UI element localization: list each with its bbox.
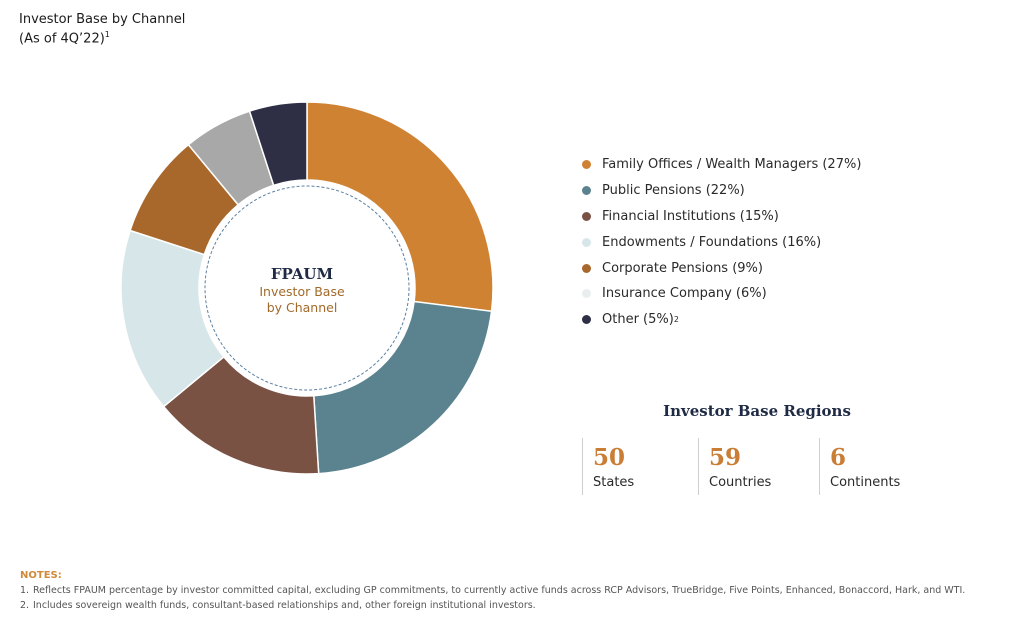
legend-item: Public Pensions (22%) bbox=[582, 178, 861, 204]
chart-subtitle-footnote: 1 bbox=[104, 30, 110, 39]
chart-subtitle: (As of 4Q’22)1 bbox=[19, 27, 185, 46]
stat-continents: 6 Continents bbox=[819, 438, 900, 495]
legend-swatch bbox=[582, 263, 591, 273]
donut-slices bbox=[120, 101, 494, 475]
legend-label: Financial Institutions (15%) bbox=[602, 208, 779, 224]
center-title: FPAUM bbox=[271, 265, 333, 283]
legend-swatch bbox=[582, 186, 591, 196]
stat-label: Continents bbox=[830, 475, 901, 490]
footnote-item: 1. Reflects FPAUM percentage by investor … bbox=[20, 585, 1015, 597]
legend-swatch bbox=[582, 289, 591, 299]
donut-slice bbox=[248, 101, 308, 187]
legend-swatch bbox=[582, 315, 591, 325]
stat-label: Countries bbox=[709, 475, 772, 490]
legend-swatch bbox=[582, 160, 591, 170]
legend-item: Other (5%) 2 bbox=[582, 307, 861, 333]
footnote-item: 2. Includes sovereign wealth funds, consu… bbox=[20, 600, 1015, 612]
donut-slice bbox=[306, 101, 494, 313]
stat-value: 50 bbox=[593, 444, 626, 471]
legend-item: Corporate Pensions (9%) bbox=[582, 255, 861, 281]
chart-subtitle-text: (As of 4Q’22) bbox=[19, 31, 105, 47]
footnotes: NOTES: 1. Reflects FPAUM percentage by in… bbox=[20, 570, 1015, 615]
legend-label: Family Offices / Wealth Managers (27%) bbox=[602, 157, 862, 173]
legend-swatch bbox=[582, 211, 591, 221]
footnote-number: 1. bbox=[20, 585, 30, 596]
legend-item: Endowments / Foundations (16%) bbox=[582, 229, 861, 255]
center-subtitle-line2: by Channel bbox=[267, 300, 338, 315]
legend-footnote: 2 bbox=[673, 315, 679, 325]
legend-label: Endowments / Foundations (16%) bbox=[602, 234, 822, 250]
stat-states: 50 States bbox=[582, 438, 634, 495]
chart-legend: Family Offices / Wealth Managers (27%) P… bbox=[582, 152, 861, 333]
stat-countries: 59 Countries bbox=[698, 438, 771, 495]
chart-title: Investor Base by Channel bbox=[19, 12, 186, 27]
legend-label: Public Pensions (22%) bbox=[602, 183, 745, 199]
regions-title: Investor Base Regions bbox=[663, 402, 851, 420]
footnote-number: 2. bbox=[20, 600, 30, 611]
center-ring bbox=[204, 185, 410, 391]
stat-value: 6 bbox=[830, 444, 847, 471]
chart-header: Investor Base by Channel (As of 4Q’22)1 bbox=[19, 12, 185, 46]
notes-title: NOTES: bbox=[20, 570, 62, 581]
legend-item: Insurance Company (6%) bbox=[582, 281, 861, 307]
stat-value: 59 bbox=[709, 444, 742, 471]
legend-label: Insurance Company (6%) bbox=[602, 286, 767, 302]
footnote-text: Reflects FPAUM percentage by investor co… bbox=[33, 585, 966, 596]
legend-item: Family Offices / Wealth Managers (27%) bbox=[582, 152, 861, 178]
stat-label: States bbox=[593, 475, 635, 490]
center-subtitle-line1: Investor Base bbox=[259, 284, 345, 299]
legend-item: Financial Institutions (15%) bbox=[582, 204, 861, 230]
legend-label: Corporate Pensions (9%) bbox=[602, 260, 763, 276]
legend-label: Other (5%) bbox=[602, 312, 674, 328]
footnote-text: Includes sovereign wealth funds, consult… bbox=[33, 600, 536, 611]
donut-chart: FPAUM Investor Base by Channel bbox=[120, 101, 494, 475]
legend-swatch bbox=[582, 237, 591, 247]
donut-slice bbox=[312, 300, 493, 475]
